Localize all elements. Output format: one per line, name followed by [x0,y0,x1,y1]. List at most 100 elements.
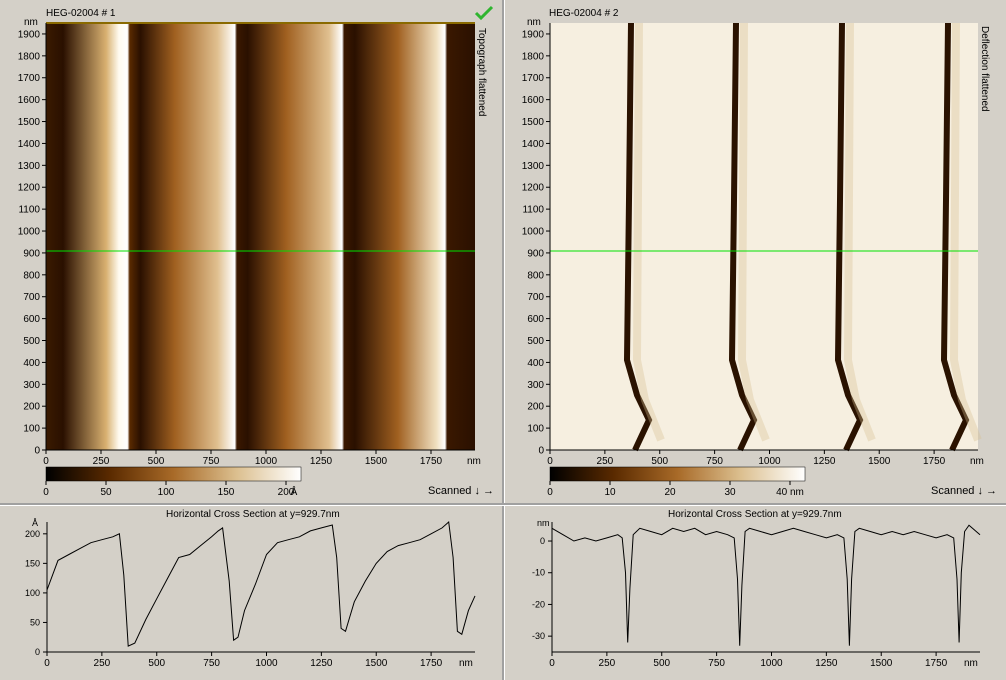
deflection-y-tick-label: 1800 [522,51,545,62]
cross-section-left-x-tick-label: 0 [44,658,50,669]
topograph-title: HEG-02004 # 1 [46,8,116,19]
cross-section-left-x-unit: nm [459,658,473,669]
topograph-colorbar-tick-label: 150 [218,487,235,498]
deflection-axes: nm19001800170016001500140013001200110010… [522,17,984,498]
deflection-edge-shade [843,22,876,442]
topograph-panel: HEG-02004 # 1 Topograph flattened [0,0,502,503]
cross-section-left-x-tick-label: 1500 [365,658,388,669]
topograph-y-tick-label: 1600 [18,95,41,106]
deflection-edge-stripe [623,22,653,452]
cross-section-left-y-tick-label: 100 [25,588,40,598]
deflection-edge-stripe [834,22,864,452]
deflection-edge-stripe [728,22,758,452]
topograph-x-tick-label: 250 [93,456,110,467]
topograph-y-tick-label: 1100 [18,205,40,216]
deflection-x-tick-label: 1500 [868,456,891,467]
deflection-vertical-label: Deflection flattened [979,26,990,112]
deflection-y-tick-label: 1000 [522,227,545,238]
topograph-colorbar-tick-label: 100 [158,487,175,498]
cross-section-left-y-tick-label: 150 [25,558,40,568]
topograph-y-tick-label: 600 [23,314,40,325]
cross-section-left-x-tick-label: 1750 [420,658,443,669]
topograph-check-icon[interactable] [474,5,494,21]
cross-section-left-x-tick-label: 500 [148,658,165,669]
cross-section-right-x-tick-label: 1500 [870,658,893,669]
vertical-divider[interactable] [502,0,505,680]
deflection-y-tick-label: 700 [527,292,544,303]
topograph-y-tick-label: 0 [34,446,40,457]
deflection-colorbar-tick-label: 10 [604,487,616,498]
deflection-x-tick-label: 750 [706,456,723,467]
deflection-colorbar [549,466,806,482]
cross-section-left-x-tick-label: 250 [94,658,111,669]
cross-section-right-y-tick-label: -10 [532,568,545,578]
cross-section-left-y-tick-label: 50 [30,617,40,627]
topograph-y-tick-label: 1200 [18,183,41,194]
topograph-x-unit: nm [467,456,481,467]
topograph-y-tick-label: 300 [23,380,40,391]
deflection-y-tick-label: 0 [538,446,544,457]
deflection-y-tick-label: 1700 [522,73,545,84]
deflection-y-tick-label: 600 [527,314,544,325]
cross-section-right-x-tick-label: 1250 [815,658,838,669]
cross-section-left-x-tick-label: 1000 [255,658,278,669]
cross-section-right-x-tick-label: 750 [708,658,725,669]
cross-section-left-y-unit: Å [32,518,38,528]
cross-section-left-y-tick-label: 200 [25,529,40,539]
deflection-y-tick-label: 800 [527,270,544,281]
deflection-y-tick-label: 200 [527,402,544,413]
topograph-colorbar-tick-label: 0 [43,487,49,498]
topograph-scanned-label: Scanned ↓ → [428,485,495,497]
topograph-x-tick-label: 750 [203,456,220,467]
topograph-y-tick-label: 1900 [18,29,41,40]
topograph-y-tick-label: 700 [23,292,40,303]
topograph-y-tick-label: 1300 [18,161,41,172]
horizontal-divider[interactable] [0,503,1006,506]
topograph-x-tick-label: 1250 [310,456,333,467]
topograph-y-tick-label: 900 [23,248,40,259]
cross-section-right-x-tick-label: 1750 [925,658,948,669]
deflection-x-tick-label: 1750 [923,456,946,467]
deflection-y-tick-label: 900 [527,248,544,259]
deflection-colorbar-tick-label: 0 [547,487,553,498]
deflection-y-tick-label: 1200 [522,183,545,194]
deflection-y-unit: nm [527,17,541,28]
topograph-y-tick-label: 400 [23,358,40,369]
deflection-title: HEG-02004 # 2 [549,8,619,19]
cross-section-right-x-tick-label: 1000 [760,658,783,669]
cross-section-right-x-tick-label: 0 [549,658,555,669]
deflection-x-tick-label: 250 [597,456,614,467]
deflection-y-tick-label: 1300 [522,161,545,172]
topograph-y-tick-label: 1800 [18,51,41,62]
cross-section-left-series-line [46,520,476,647]
deflection-x-tick-label: 500 [651,456,668,467]
deflection-y-tick-label: 1600 [522,95,545,106]
cross-section-right-chart: nm 0 -10 -20 -30 0 250 500 750 1000 1250 1500 1750 nm [532,518,981,669]
topograph-image[interactable] [46,23,475,450]
deflection-edge-shade [632,22,665,442]
cross-section-right-x-tick-label: 250 [599,658,616,669]
topograph-colorbar-unit: Å [291,485,298,498]
topograph-y-tick-label: 1700 [18,73,41,84]
topograph-x-tick-label: 1500 [365,456,388,467]
deflection-y-tick-label: 300 [527,380,544,391]
topograph-y-unit: nm [24,17,38,28]
deflection-edge-shade [949,22,982,442]
cross-section-right-panel: Horizontal Cross Section at y=929.7nm nm… [505,506,1006,680]
cross-section-right-y-tick-label: 0 [540,536,545,546]
topograph-colorbar-tick-label: 50 [100,487,112,498]
deflection-y-tick-label: 1500 [522,117,545,128]
topograph-y-tick-label: 100 [23,424,40,435]
deflection-x-tick-label: 1250 [813,456,836,467]
cross-section-right-y-unit: nm [537,518,550,528]
deflection-image[interactable] [550,23,978,450]
topograph-y-tick-label: 800 [23,270,40,281]
deflection-panel: HEG-02004 # 2 Deflection flattened nm 190… [503,0,1006,503]
deflection-x-tick-label: 1000 [758,456,781,467]
deflection-colorbar-tick-label: 20 [664,487,676,498]
topograph-x-tick-label: 500 [148,456,165,467]
topograph-colorbar-tick-label: 200 [278,487,295,498]
topograph-x-tick-label: 0 [43,456,49,467]
deflection-colorbar-tick-label: 40 nm [776,487,804,498]
